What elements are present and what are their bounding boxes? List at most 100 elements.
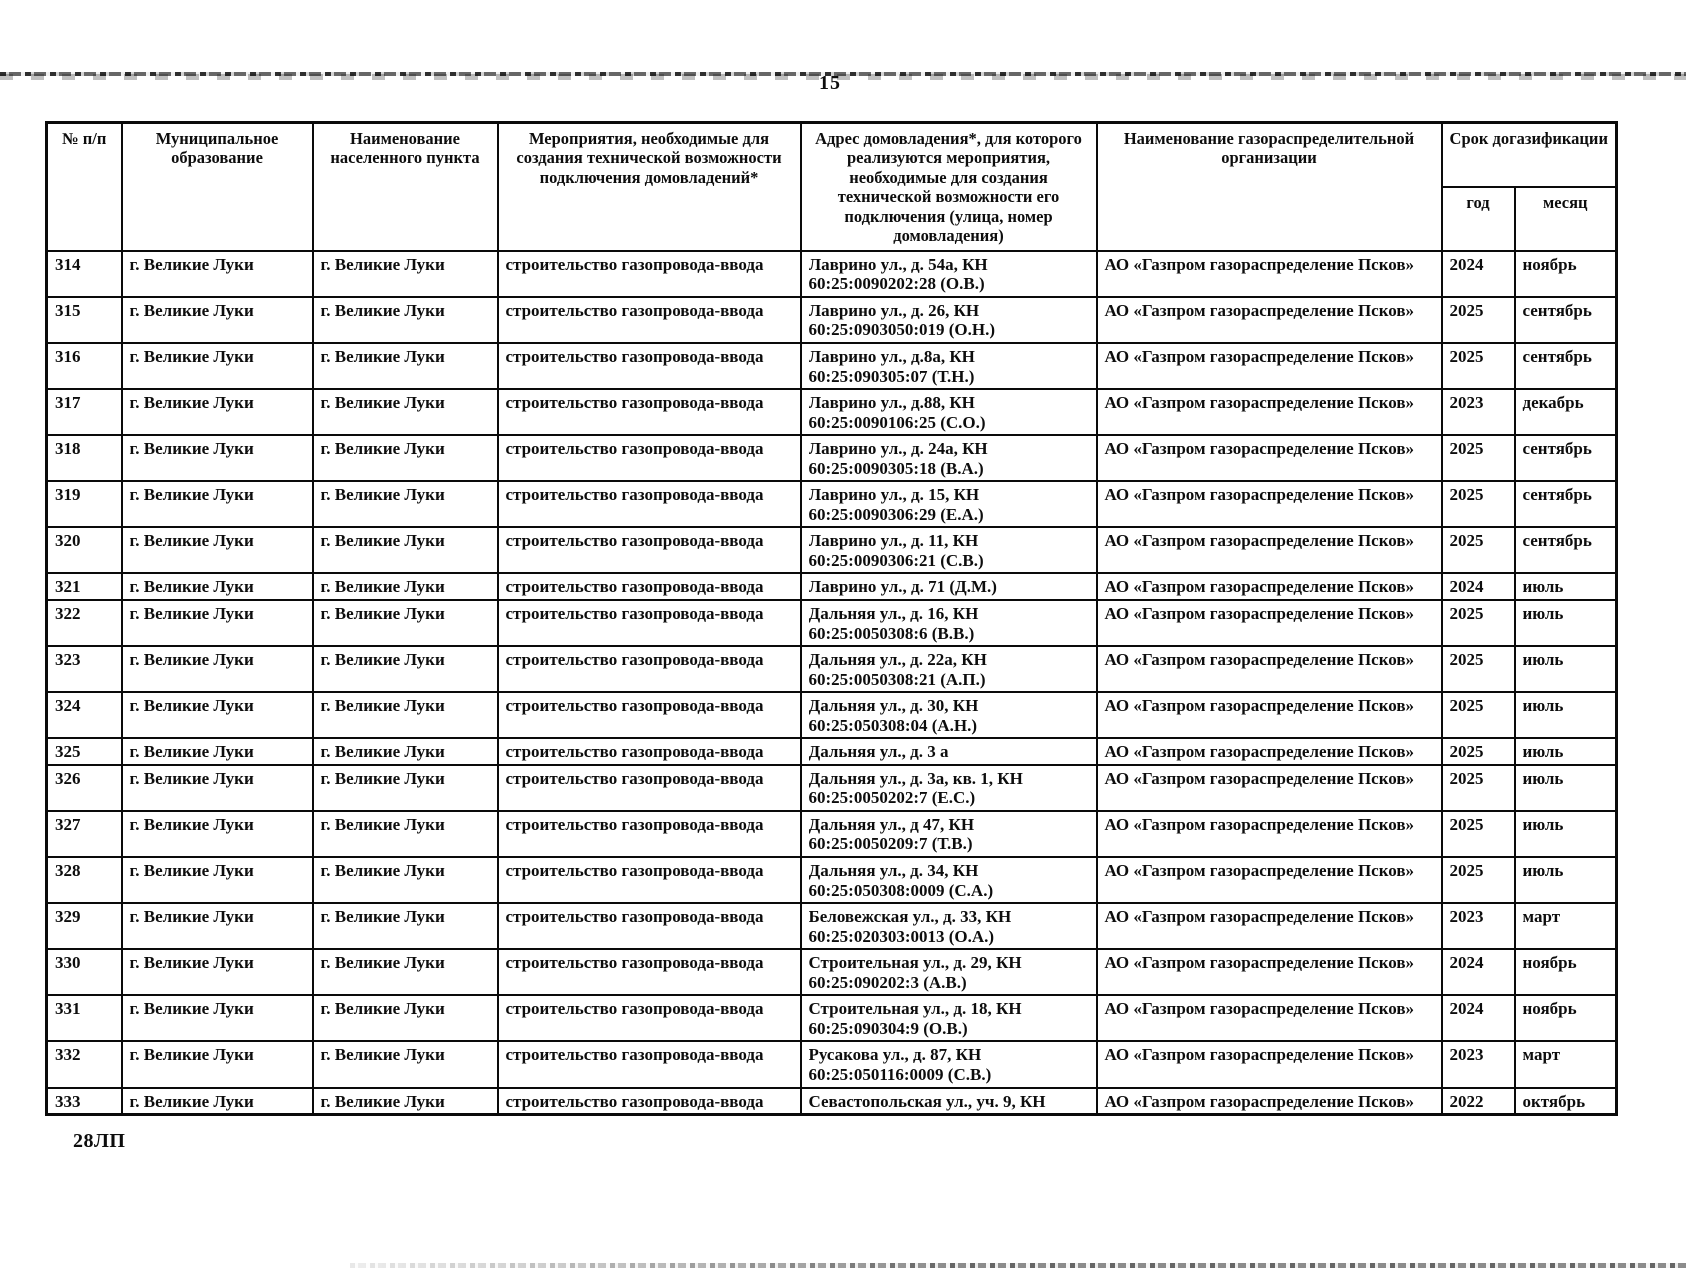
settlement-cell: г. Великие Луки — [311, 480, 499, 529]
measures-cell: строительство газопровода-ввода — [496, 388, 802, 437]
row-number-cell: 331 — [45, 994, 123, 1043]
municipality-cell: г. Великие Луки — [120, 480, 314, 529]
measures-cell: строительство газопровода-ввода — [496, 1040, 802, 1089]
deadline-month-cell: март — [1513, 902, 1618, 951]
address-cell: Строительная ул., д. 18, КН 60:25:090304:… — [799, 994, 1098, 1043]
organization-cell: АО «Газпром газораспределение Псков» — [1095, 645, 1443, 694]
row-number-cell: 329 — [45, 902, 123, 951]
row-number-cell: 326 — [45, 763, 123, 812]
organization-cell: АО «Газпром газораспределение Псков» — [1095, 434, 1443, 483]
table-row: 326 г. Великие Луки г. Великие Луки стро… — [45, 763, 1618, 812]
measures-cell: строительство газопровода-ввода — [496, 341, 802, 391]
deadline-month-cell: июль — [1513, 645, 1618, 694]
deadline-month-cell: ноябрь — [1513, 994, 1618, 1043]
header-address: Адрес домовладения*, для которого реализ… — [799, 121, 1098, 252]
organization-cell: АО «Газпром газораспределение Псков» — [1095, 480, 1443, 529]
address-cell: Русакова ул., д. 87, КН 60:25:050116:0009… — [799, 1040, 1098, 1089]
organization-cell: АО «Газпром газораспределение Псков» — [1095, 856, 1443, 905]
municipality-cell: г. Великие Луки — [120, 249, 314, 298]
deadline-month-cell: ноябрь — [1513, 249, 1618, 298]
measures-cell: строительство газопровода-ввода — [496, 645, 802, 694]
deadline-month-cell: сентябрь — [1513, 526, 1618, 575]
organization-cell: АО «Газпром газораспределение Псков» — [1095, 295, 1443, 345]
organization-cell: АО «Газпром газораспределение Псков» — [1095, 763, 1443, 812]
municipality-cell: г. Великие Луки — [120, 809, 314, 859]
table-row: 327 г. Великие Луки г. Великие Луки стро… — [45, 809, 1618, 859]
municipality-cell: г. Великие Луки — [120, 526, 314, 575]
address-cell: Дальняя ул., д. 3а, кв. 1, КН 60:25:00502… — [799, 763, 1098, 812]
address-cell: Дальняя ул., д. 34, КН 60:25:050308:0009 … — [799, 856, 1098, 905]
settlement-cell: г. Великие Луки — [311, 295, 499, 345]
organization-cell: АО «Газпром газораспределение Псков» — [1095, 994, 1443, 1043]
measures-cell: строительство газопровода-ввода — [496, 434, 802, 483]
deadline-month-cell: июль — [1513, 763, 1618, 812]
address-cell: Дальняя ул., д. 30, КН 60:25:050308:04 (А… — [799, 691, 1098, 740]
deadline-year-cell: 2025 — [1440, 763, 1516, 812]
row-number-cell: 330 — [45, 948, 123, 997]
table-row: 330 г. Великие Луки г. Великие Луки стро… — [45, 948, 1618, 997]
measures-cell: строительство газопровода-ввода — [496, 480, 802, 529]
table-row: 332 г. Великие Луки г. Великие Луки стро… — [45, 1040, 1618, 1089]
address-cell: Строительная ул., д. 29, КН 60:25:090202:… — [799, 948, 1098, 997]
measures-cell: строительство газопровода-ввода — [496, 249, 802, 298]
table-row: 322 г. Великие Луки г. Великие Луки стро… — [45, 599, 1618, 648]
row-number-cell: 321 — [45, 572, 123, 601]
settlement-cell: г. Великие Луки — [311, 434, 499, 483]
measures-cell: строительство газопровода-ввода — [496, 526, 802, 575]
measures-cell: строительство газопровода-ввода — [496, 763, 802, 812]
measures-cell: строительство газопровода-ввода — [496, 1086, 802, 1116]
settlement-cell: г. Великие Луки — [311, 994, 499, 1043]
measures-cell: строительство газопровода-ввода — [496, 902, 802, 951]
address-cell: Лаврино ул., д. 54а, КН 60:25:0090202:28 … — [799, 249, 1098, 298]
deadline-year-cell: 2023 — [1440, 388, 1516, 437]
deadline-year-cell: 2025 — [1440, 856, 1516, 905]
header-settlement: Наименование населенного пункта — [311, 121, 499, 252]
organization-cell: АО «Газпром газораспределение Псков» — [1095, 572, 1443, 601]
table-row: 317 г. Великие Луки г. Великие Луки стро… — [45, 388, 1618, 437]
deadline-month-cell: сентябрь — [1513, 295, 1618, 345]
deadline-year-cell: 2024 — [1440, 572, 1516, 601]
row-number-cell: 314 — [45, 249, 123, 298]
measures-cell: строительство газопровода-ввода — [496, 572, 802, 601]
address-cell: Лаврино ул., д.8а, КН 60:25:090305:07 (Т.… — [799, 341, 1098, 391]
organization-cell: АО «Газпром газораспределение Псков» — [1095, 902, 1443, 951]
municipality-cell: г. Великие Луки — [120, 994, 314, 1043]
deadline-year-cell: 2023 — [1440, 1040, 1516, 1089]
organization-cell: АО «Газпром газораспределение Псков» — [1095, 1086, 1443, 1116]
row-number-cell: 315 — [45, 295, 123, 345]
deadline-year-cell: 2023 — [1440, 902, 1516, 951]
organization-cell: АО «Газпром газораспределение Псков» — [1095, 1040, 1443, 1089]
organization-cell: АО «Газпром газораспределение Псков» — [1095, 691, 1443, 740]
settlement-cell: г. Великие Луки — [311, 341, 499, 391]
measures-cell: строительство газопровода-ввода — [496, 809, 802, 859]
address-cell: Дальняя ул., д 47, КН 60:25:0050209:7 (Т.… — [799, 809, 1098, 859]
table-row: 320 г. Великие Луки г. Великие Луки стро… — [45, 526, 1618, 575]
measures-cell: строительство газопровода-ввода — [496, 737, 802, 766]
header-deadline-group: Срок догазификации — [1440, 121, 1618, 189]
row-number-cell: 319 — [45, 480, 123, 529]
table-row: 315 г. Великие Луки г. Великие Луки стро… — [45, 295, 1618, 345]
municipality-cell: г. Великие Луки — [120, 902, 314, 951]
measures-cell: строительство газопровода-ввода — [496, 856, 802, 905]
row-number-cell: 322 — [45, 599, 123, 648]
table-header: № п/п Муниципальное образование Наименов… — [45, 121, 1618, 252]
deadline-month-cell: сентябрь — [1513, 341, 1618, 391]
municipality-cell: г. Великие Луки — [120, 1040, 314, 1089]
row-number-cell: 328 — [45, 856, 123, 905]
municipality-cell: г. Великие Луки — [120, 763, 314, 812]
settlement-cell: г. Великие Луки — [311, 526, 499, 575]
deadline-year-cell: 2025 — [1440, 526, 1516, 575]
deadline-year-cell: 2024 — [1440, 948, 1516, 997]
measures-cell: строительство газопровода-ввода — [496, 948, 802, 997]
settlement-cell: г. Великие Луки — [311, 902, 499, 951]
deadline-year-cell: 2025 — [1440, 691, 1516, 740]
address-cell: Лаврино ул., д. 24а, КН 60:25:0090305:18 … — [799, 434, 1098, 483]
row-number-cell: 318 — [45, 434, 123, 483]
measures-cell: строительство газопровода-ввода — [496, 994, 802, 1043]
municipality-cell: г. Великие Луки — [120, 599, 314, 648]
organization-cell: АО «Газпром газораспределение Псков» — [1095, 599, 1443, 648]
address-cell: Дальняя ул., д. 22а, КН 60:25:0050308:21 … — [799, 645, 1098, 694]
settlement-cell: г. Великие Луки — [311, 1040, 499, 1089]
deadline-month-cell: март — [1513, 1040, 1618, 1089]
row-number-cell: 316 — [45, 341, 123, 391]
